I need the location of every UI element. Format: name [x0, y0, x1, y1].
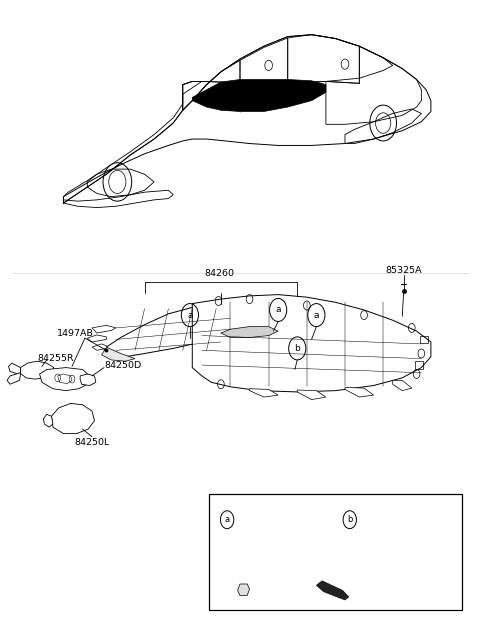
Text: b: b — [294, 344, 300, 353]
Text: 85325A: 85325A — [385, 266, 422, 275]
Text: 84250L: 84250L — [74, 438, 110, 447]
Text: a: a — [187, 311, 192, 320]
Polygon shape — [51, 403, 95, 433]
Text: 1497AB: 1497AB — [57, 329, 94, 338]
Polygon shape — [107, 303, 240, 357]
Bar — [415, 361, 423, 369]
Polygon shape — [9, 363, 21, 374]
FancyBboxPatch shape — [209, 494, 462, 610]
Polygon shape — [102, 347, 135, 361]
Polygon shape — [316, 581, 349, 600]
Polygon shape — [393, 381, 412, 391]
Text: 84295A: 84295A — [365, 515, 402, 524]
Polygon shape — [345, 388, 373, 397]
Text: 84250D: 84250D — [104, 361, 141, 370]
Text: a: a — [313, 311, 319, 320]
Polygon shape — [92, 344, 107, 350]
Polygon shape — [192, 294, 431, 392]
Text: 84277: 84277 — [241, 515, 271, 524]
Text: b: b — [347, 515, 352, 524]
Polygon shape — [221, 327, 278, 338]
Text: 84260: 84260 — [204, 269, 234, 278]
Polygon shape — [192, 80, 326, 111]
Polygon shape — [43, 414, 53, 427]
Polygon shape — [20, 361, 54, 379]
Text: 84255R: 84255R — [37, 354, 74, 363]
Polygon shape — [92, 325, 116, 333]
Text: a: a — [225, 515, 229, 524]
Bar — [420, 336, 428, 343]
Polygon shape — [87, 335, 107, 342]
Polygon shape — [238, 584, 250, 595]
Polygon shape — [39, 368, 90, 391]
Polygon shape — [58, 374, 72, 384]
Polygon shape — [80, 374, 96, 386]
Polygon shape — [250, 389, 278, 397]
Text: a: a — [276, 305, 281, 314]
Polygon shape — [297, 390, 326, 399]
Polygon shape — [7, 373, 21, 385]
